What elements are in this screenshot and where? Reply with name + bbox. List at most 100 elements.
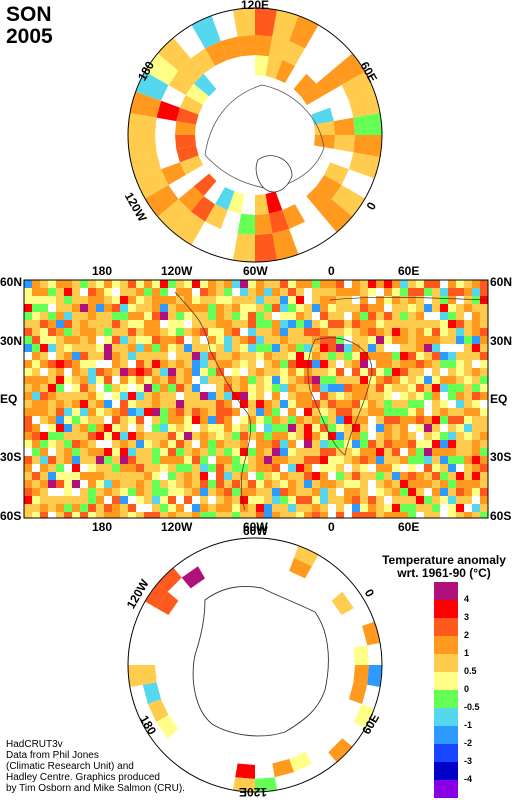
grid-cell (160, 432, 168, 440)
polar-cell (145, 53, 179, 85)
grid-cell (280, 336, 288, 344)
grid-cell (480, 304, 488, 312)
grid-cell (264, 416, 272, 424)
grid-cell (288, 448, 296, 456)
grid-cell (304, 472, 312, 480)
grid-cell (480, 280, 488, 288)
grid-cell (136, 512, 144, 518)
grid-cell (392, 400, 400, 408)
grid-cell (352, 424, 360, 432)
grid-cell (480, 448, 488, 456)
grid-cell (360, 416, 368, 424)
grid-cell (384, 464, 392, 472)
grid-cell (128, 296, 136, 304)
grid-cell (312, 344, 320, 352)
grid-cell (104, 432, 112, 440)
grid-cell (360, 496, 368, 504)
grid-cell (432, 280, 440, 288)
grid-cell (400, 512, 408, 518)
grid-cell (368, 400, 376, 408)
grid-cell (480, 312, 488, 320)
grid-cell (112, 320, 120, 328)
grid-cell (152, 360, 160, 368)
grid-cell (104, 296, 112, 304)
grid-cell (208, 512, 216, 518)
grid-cell (392, 352, 400, 360)
grid-cell (192, 456, 200, 464)
grid-cell (320, 416, 328, 424)
grid-cell (480, 352, 488, 360)
grid-cell (176, 512, 184, 518)
grid-cell (152, 312, 160, 320)
grid-cell (232, 488, 240, 496)
grid-cell (392, 456, 400, 464)
grid-cell (472, 464, 480, 472)
grid-cell (112, 352, 120, 360)
grid-cell (336, 320, 344, 328)
grid-cell (40, 408, 48, 416)
grid-cell (432, 416, 440, 424)
grid-cell (120, 472, 128, 480)
grid-cell (440, 312, 448, 320)
em-top-label-180: 180 (92, 264, 113, 278)
grid-cell (96, 432, 104, 440)
grid-cell (264, 352, 272, 360)
legend-swatch (434, 654, 458, 672)
grid-cell (104, 280, 112, 288)
grid-cell (272, 488, 280, 496)
grid-cell (184, 512, 192, 518)
grid-cell (48, 312, 56, 320)
grid-cell (24, 496, 32, 504)
grid-cell (288, 456, 296, 464)
grid-cell (96, 312, 104, 320)
grid-cell (120, 440, 128, 448)
grid-cell (64, 504, 72, 512)
grid-cell (456, 280, 464, 288)
grid-cell (32, 312, 40, 320)
grid-cell (232, 464, 240, 472)
grid-cell (416, 368, 424, 376)
grid-cell (352, 408, 360, 416)
polar-cell (175, 121, 196, 135)
grid-cell (448, 472, 456, 480)
polar-cell (265, 191, 283, 214)
grid-cell (336, 496, 344, 504)
polar-cell (157, 37, 191, 71)
polar-cell (353, 112, 382, 135)
polar-cell (232, 8, 255, 37)
grid-cell (128, 352, 136, 360)
grid-cell (456, 416, 464, 424)
grid-cell (128, 416, 136, 424)
em-left-label-60s: 60S (0, 509, 22, 523)
grid-cell (24, 384, 32, 392)
legend-label: 1 (464, 648, 470, 658)
grid-cell (120, 304, 128, 312)
grid-cell (272, 480, 280, 488)
grid-cell (144, 512, 152, 518)
grid-cell (296, 480, 304, 488)
grid-cell (392, 368, 400, 376)
grid-cell (160, 400, 168, 408)
grid-cell (384, 280, 392, 288)
grid-cell (288, 368, 296, 376)
legend-label: -4 (464, 774, 473, 784)
grid-cell (384, 328, 392, 336)
grid-cell (144, 384, 152, 392)
grid-cell (184, 312, 192, 320)
grid-cell (240, 320, 248, 328)
grid-cell (144, 464, 152, 472)
grid-cell (304, 320, 312, 328)
legend-label: -3 (464, 756, 473, 766)
grid-cell (168, 480, 176, 488)
grid-cell (352, 456, 360, 464)
grid-cell (384, 376, 392, 384)
grid-cell (408, 328, 416, 336)
grid-cell (24, 456, 32, 464)
grid-cell (368, 280, 376, 288)
grid-cell (392, 416, 400, 424)
grid-cell (272, 328, 280, 336)
grid-cell (144, 392, 152, 400)
grid-cell (472, 368, 480, 376)
grid-cell (392, 320, 400, 328)
grid-cell (96, 296, 104, 304)
